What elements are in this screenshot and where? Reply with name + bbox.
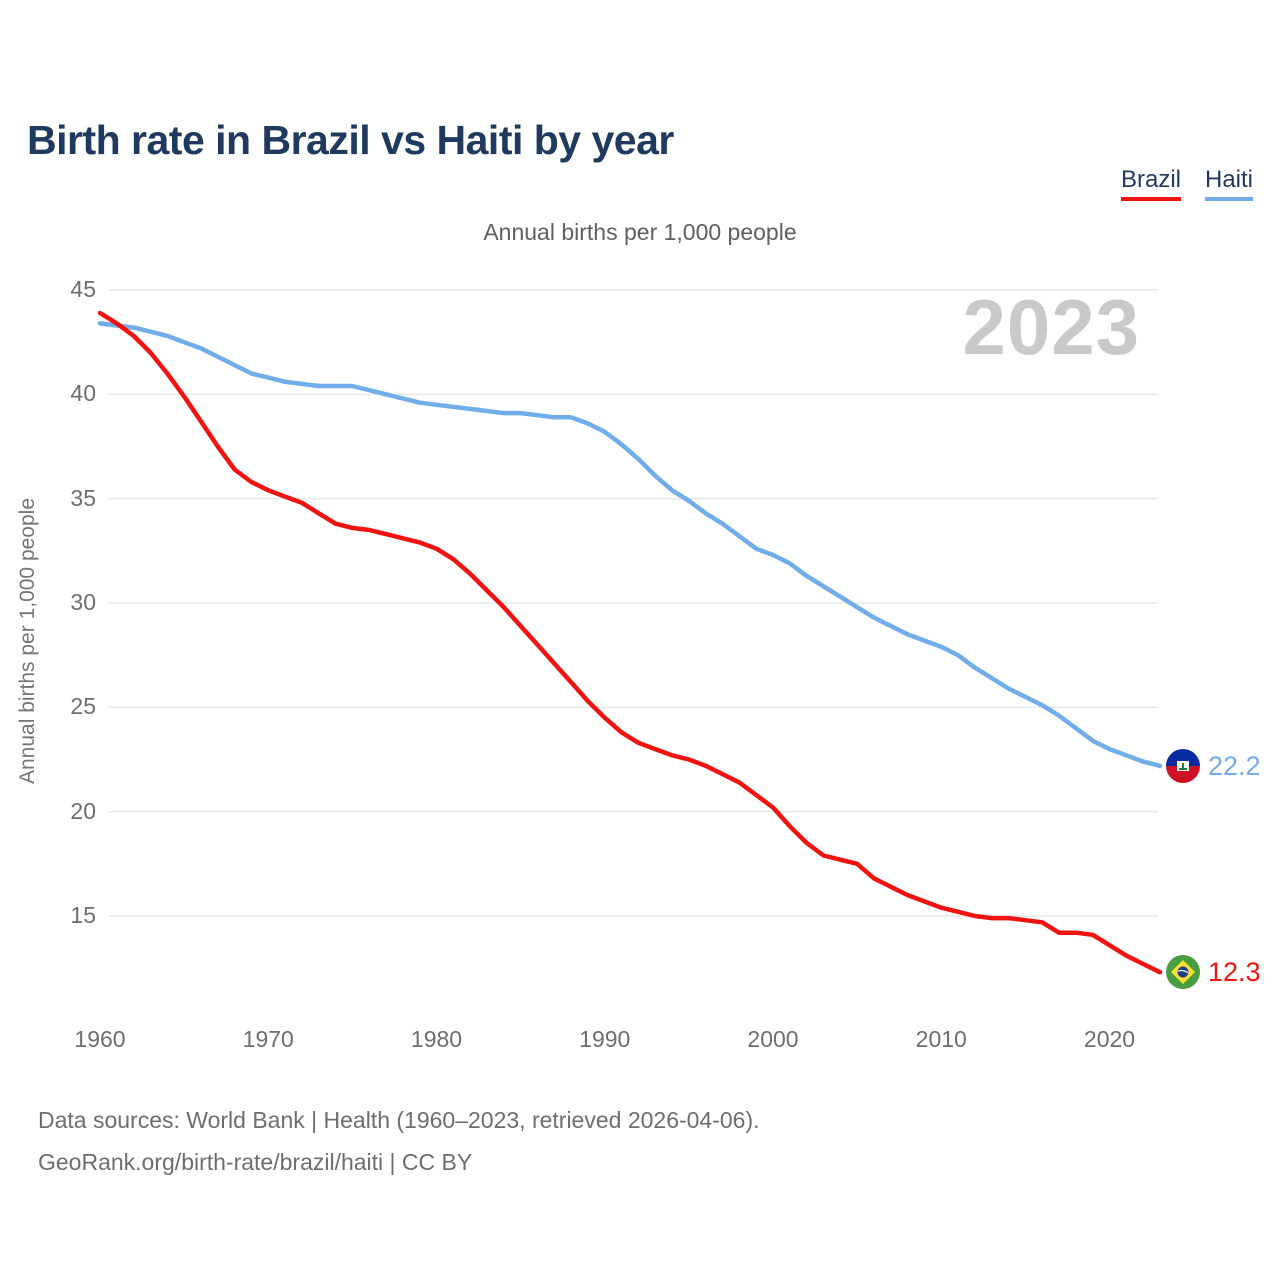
y-tick-label: 15 (70, 902, 96, 928)
brazil-line-swatch (1120, 197, 1181, 201)
haiti-line-swatch (1204, 197, 1253, 201)
x-tick-label: 1990 (579, 1026, 631, 1052)
legend: Brazil Haiti (1120, 166, 1253, 201)
y-tick-label: 25 (70, 693, 96, 720)
page-title: Birth rate in Brazil vs Haiti by year (27, 117, 674, 164)
year-watermark: 2023 (962, 283, 1140, 371)
gridlines (108, 289, 1158, 917)
brazil-end-value: 12.3 (1208, 957, 1261, 988)
haiti-line (97, 321, 1163, 769)
y-tick-label: 40 (70, 380, 96, 407)
series-lines (97, 310, 1163, 975)
legend-item-brazil[interactable]: Brazil (1120, 166, 1181, 201)
x-tick-label: 1980 (410, 1026, 463, 1052)
x-tick-label: 2020 (1083, 1026, 1136, 1052)
x-tick-label: 2010 (915, 1026, 967, 1052)
y-tick-label: 45 (70, 276, 96, 302)
x-tick-label: 1960 (74, 1026, 126, 1052)
footer-sources-line: Data sources: World Bank | Health (1960–… (38, 1107, 760, 1133)
legend-label-brazil: Brazil (1120, 166, 1181, 193)
legend-label-haiti: Haiti (1204, 166, 1253, 193)
x-tick-label: 1970 (242, 1026, 294, 1052)
brazil-flag-icon (1166, 955, 1200, 990)
legend-item-haiti[interactable]: Haiti (1204, 166, 1253, 201)
haiti-flag-icon (1166, 748, 1200, 783)
x-tick-label: 2000 (747, 1026, 799, 1052)
y-tick-label: 35 (70, 484, 96, 511)
haiti-end-value: 22.2 (1208, 750, 1261, 781)
footer-attribution-line: GeoRank.org/birth-rate/brazil/haiti | CC… (38, 1149, 473, 1175)
y-tick-label: 30 (70, 589, 96, 615)
footer: Data sources: World Bank | Health (1960–… (38, 1099, 760, 1183)
y-tick-label: 20 (70, 797, 96, 824)
chart-subtitle: Annual births per 1,000 people (483, 219, 797, 245)
brazil-line (97, 310, 1163, 975)
